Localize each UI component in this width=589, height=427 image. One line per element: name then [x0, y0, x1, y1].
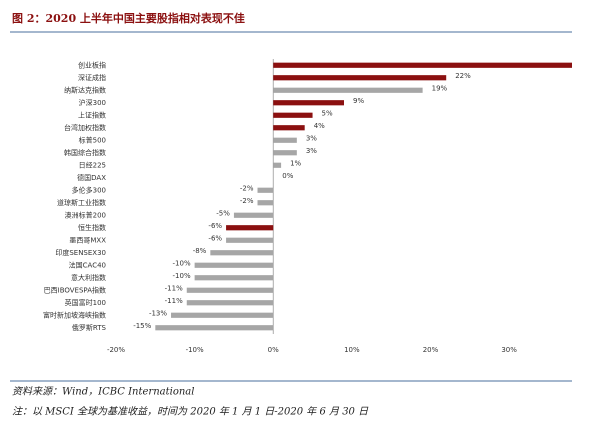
- bar: [273, 137, 297, 143]
- category-label: 深证成指: [78, 73, 106, 82]
- x-tick-label: -20%: [107, 346, 125, 354]
- bar: [273, 87, 423, 93]
- bar: [273, 62, 572, 68]
- category-label: 道琼斯工业指数: [57, 198, 106, 207]
- bar: [273, 162, 282, 168]
- bar: [226, 237, 274, 243]
- x-tick-label: 10%: [344, 346, 360, 354]
- x-tick-label: 30%: [501, 346, 517, 354]
- value-label: 0%: [282, 172, 293, 180]
- bar: [226, 225, 274, 231]
- category-label: 意大利指数: [71, 273, 106, 282]
- bar: [194, 275, 274, 281]
- category-label: 沪深300: [79, 98, 106, 107]
- bar: [273, 150, 297, 156]
- category-label: 韩国综合指数: [64, 148, 106, 157]
- value-label: 3%: [306, 147, 317, 155]
- value-label: 19%: [432, 84, 448, 92]
- bar: [186, 287, 274, 293]
- bar: [194, 262, 274, 268]
- value-label: -8%: [193, 247, 207, 255]
- value-label: -5%: [216, 209, 230, 217]
- category-label: 台湾加权指数: [64, 123, 106, 132]
- category-label: 富时新加坡海峡指数: [43, 310, 106, 319]
- value-label: 1%: [290, 159, 301, 167]
- bar: [210, 250, 274, 256]
- category-label: 上证指数: [78, 110, 106, 119]
- category-label: 日经225: [79, 160, 106, 169]
- bar: [273, 125, 305, 131]
- bar: [186, 300, 274, 306]
- value-label: -6%: [208, 222, 222, 230]
- bar: [273, 100, 344, 106]
- category-label: 纳斯达克指数: [64, 85, 106, 94]
- value-label: 3%: [306, 134, 317, 142]
- bar: [257, 187, 274, 193]
- bar: [171, 312, 274, 318]
- bar: [233, 212, 274, 218]
- value-label: -10%: [173, 259, 191, 267]
- figure-title: 图 2：2020 上半年中国主要股指相对表现不佳: [12, 11, 245, 25]
- value-label: -2%: [240, 184, 254, 192]
- value-label: -2%: [240, 197, 254, 205]
- value-label: -6%: [208, 234, 222, 242]
- category-label: 俄罗斯RTS: [72, 323, 107, 332]
- x-tick-label: -10%: [186, 346, 204, 354]
- bar: [155, 325, 274, 331]
- category-label: 法国CAC40: [69, 260, 106, 269]
- x-tick-label: 0%: [268, 346, 279, 354]
- note: 注：以 MSCI 全球为基准收益，时间为 2020 年 1 月 1 日-2020…: [12, 406, 369, 418]
- category-label: 标普500: [79, 135, 106, 144]
- value-label: 4%: [314, 122, 325, 130]
- bar: [273, 75, 447, 81]
- value-label: -10%: [173, 272, 191, 280]
- category-label: 印度SENSEX30: [55, 248, 106, 257]
- category-label: 巴西IBOVESPA指数: [44, 285, 106, 294]
- value-label: -11%: [165, 284, 183, 292]
- value-label: -11%: [165, 297, 183, 305]
- value-label: 9%: [353, 97, 364, 105]
- category-label: 澳洲标普200: [65, 210, 106, 219]
- category-label: 恒生指数: [78, 223, 106, 232]
- value-label: -15%: [133, 322, 151, 330]
- category-label: 墨西哥MXX: [69, 236, 106, 244]
- bar: [257, 200, 274, 206]
- value-label: -13%: [149, 309, 167, 317]
- value-label: 22%: [455, 72, 471, 80]
- value-label: 5%: [322, 109, 333, 117]
- category-label: 创业板指: [78, 60, 106, 69]
- category-label: 英国富时100: [65, 298, 106, 307]
- category-label: 德国DAX: [77, 173, 106, 182]
- bar: [273, 112, 313, 118]
- source: 资料来源：Wind，ICBC International: [12, 386, 194, 398]
- x-tick-label: 20%: [423, 346, 439, 354]
- category-label: 多伦多300: [72, 185, 106, 194]
